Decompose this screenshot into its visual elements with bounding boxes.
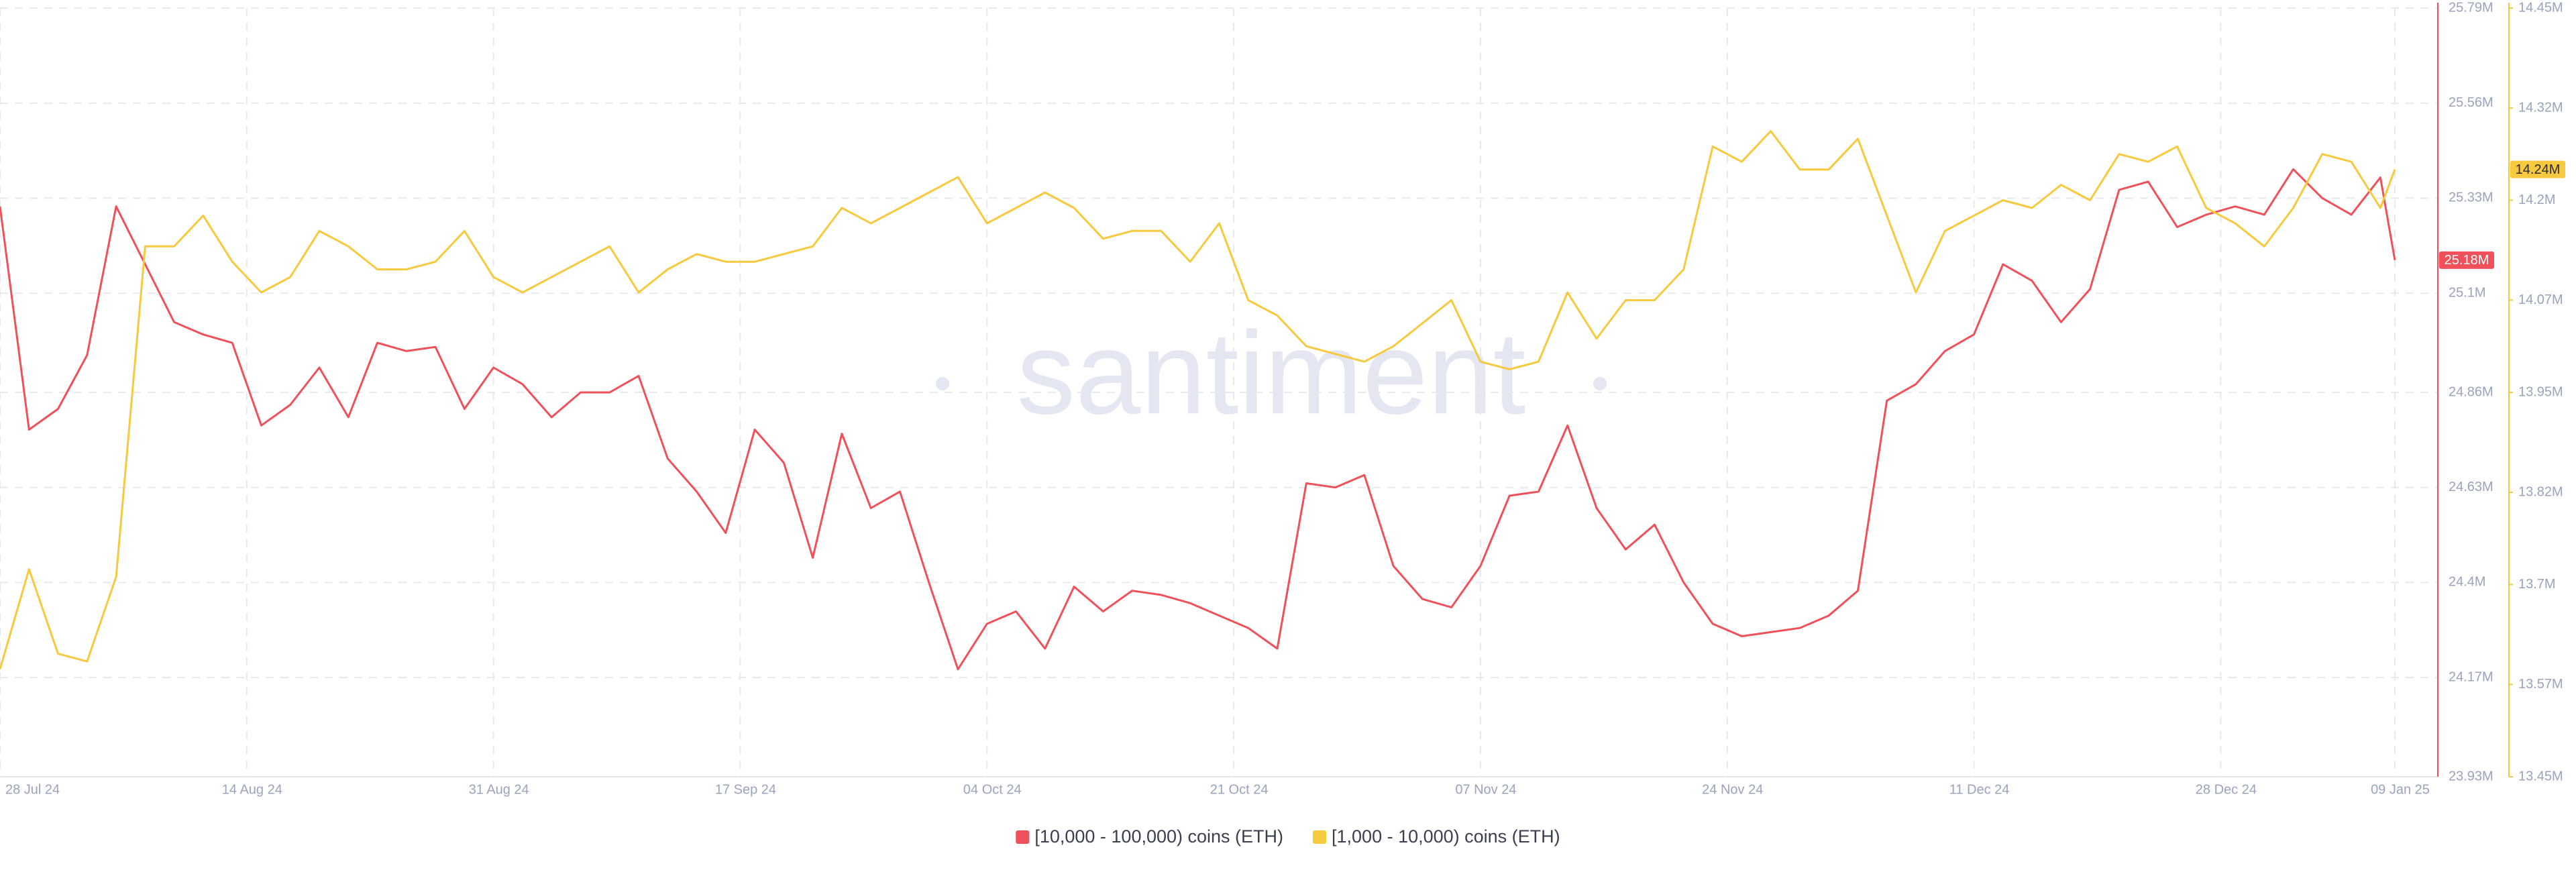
y-tick-label: 25.1M [2449, 285, 2486, 300]
series-line [0, 168, 2396, 671]
current-value-label: 14.24M [2516, 162, 2561, 177]
y2-tick-label: 13.82M [2518, 484, 2563, 499]
watermark-dot [1593, 377, 1607, 390]
legend-label[interactable]: [1,000 - 10,000) coins (ETH) [1332, 826, 1560, 847]
y2-tick-label: 13.57M [2518, 677, 2563, 692]
y2-tick-label: 14.32M [2518, 100, 2563, 115]
y-tick-label: 24.63M [2449, 480, 2493, 494]
legend-label[interactable]: [10,000 - 100,000) coins (ETH) [1034, 826, 1283, 847]
y2-tick-label: 14.2M [2518, 193, 2556, 207]
x-tick-label: 31 Aug 24 [469, 782, 529, 797]
y-tick-label: 23.93M [2449, 769, 2493, 783]
y2-tick-label: 14.45M [2518, 0, 2563, 15]
legend-swatch[interactable] [1313, 830, 1327, 844]
watermark: santiment [1017, 308, 1526, 439]
y2-tick-label: 14.07M [2518, 292, 2563, 307]
x-tick-label: 11 Dec 24 [1949, 782, 2010, 797]
y-tick-label: 25.79M [2449, 0, 2493, 15]
x-tick-label: 04 Oct 24 [963, 782, 1022, 797]
x-tick-label: 09 Jan 25 [2371, 782, 2430, 797]
y-tick-label: 25.56M [2449, 95, 2493, 110]
x-tick-label: 14 Aug 24 [222, 782, 282, 797]
legend: [10,000 - 100,000) coins (ETH) [1,000 - 1… [1016, 826, 1560, 847]
current-value-label: 25.18M [2445, 253, 2489, 268]
series-line [0, 129, 2396, 670]
y-tick-label: 24.86M [2449, 384, 2493, 399]
current-value-badge [2510, 160, 2565, 178]
legend-swatch[interactable] [1016, 830, 1030, 844]
x-tick-label: 28 Jul 24 [5, 782, 60, 797]
y2-tick-label: 13.95M [2518, 384, 2563, 399]
y2-tick-label: 13.45M [2518, 769, 2563, 783]
y-tick-label: 25.33M [2449, 190, 2493, 205]
x-tick-label: 24 Nov 24 [1702, 782, 1763, 797]
x-tick-label: 17 Sep 24 [715, 782, 776, 797]
watermark-dot [936, 377, 949, 390]
y-tick-label: 24.17M [2449, 669, 2493, 684]
current-value-badge [2439, 251, 2494, 269]
x-tick-label: 07 Nov 24 [1455, 782, 1516, 797]
x-tick-label: 28 Dec 24 [2196, 782, 2257, 797]
y-tick-label: 24.4M [2449, 575, 2486, 590]
x-tick-label: 21 Oct 24 [1210, 782, 1269, 797]
y2-tick-label: 13.7M [2518, 577, 2556, 592]
